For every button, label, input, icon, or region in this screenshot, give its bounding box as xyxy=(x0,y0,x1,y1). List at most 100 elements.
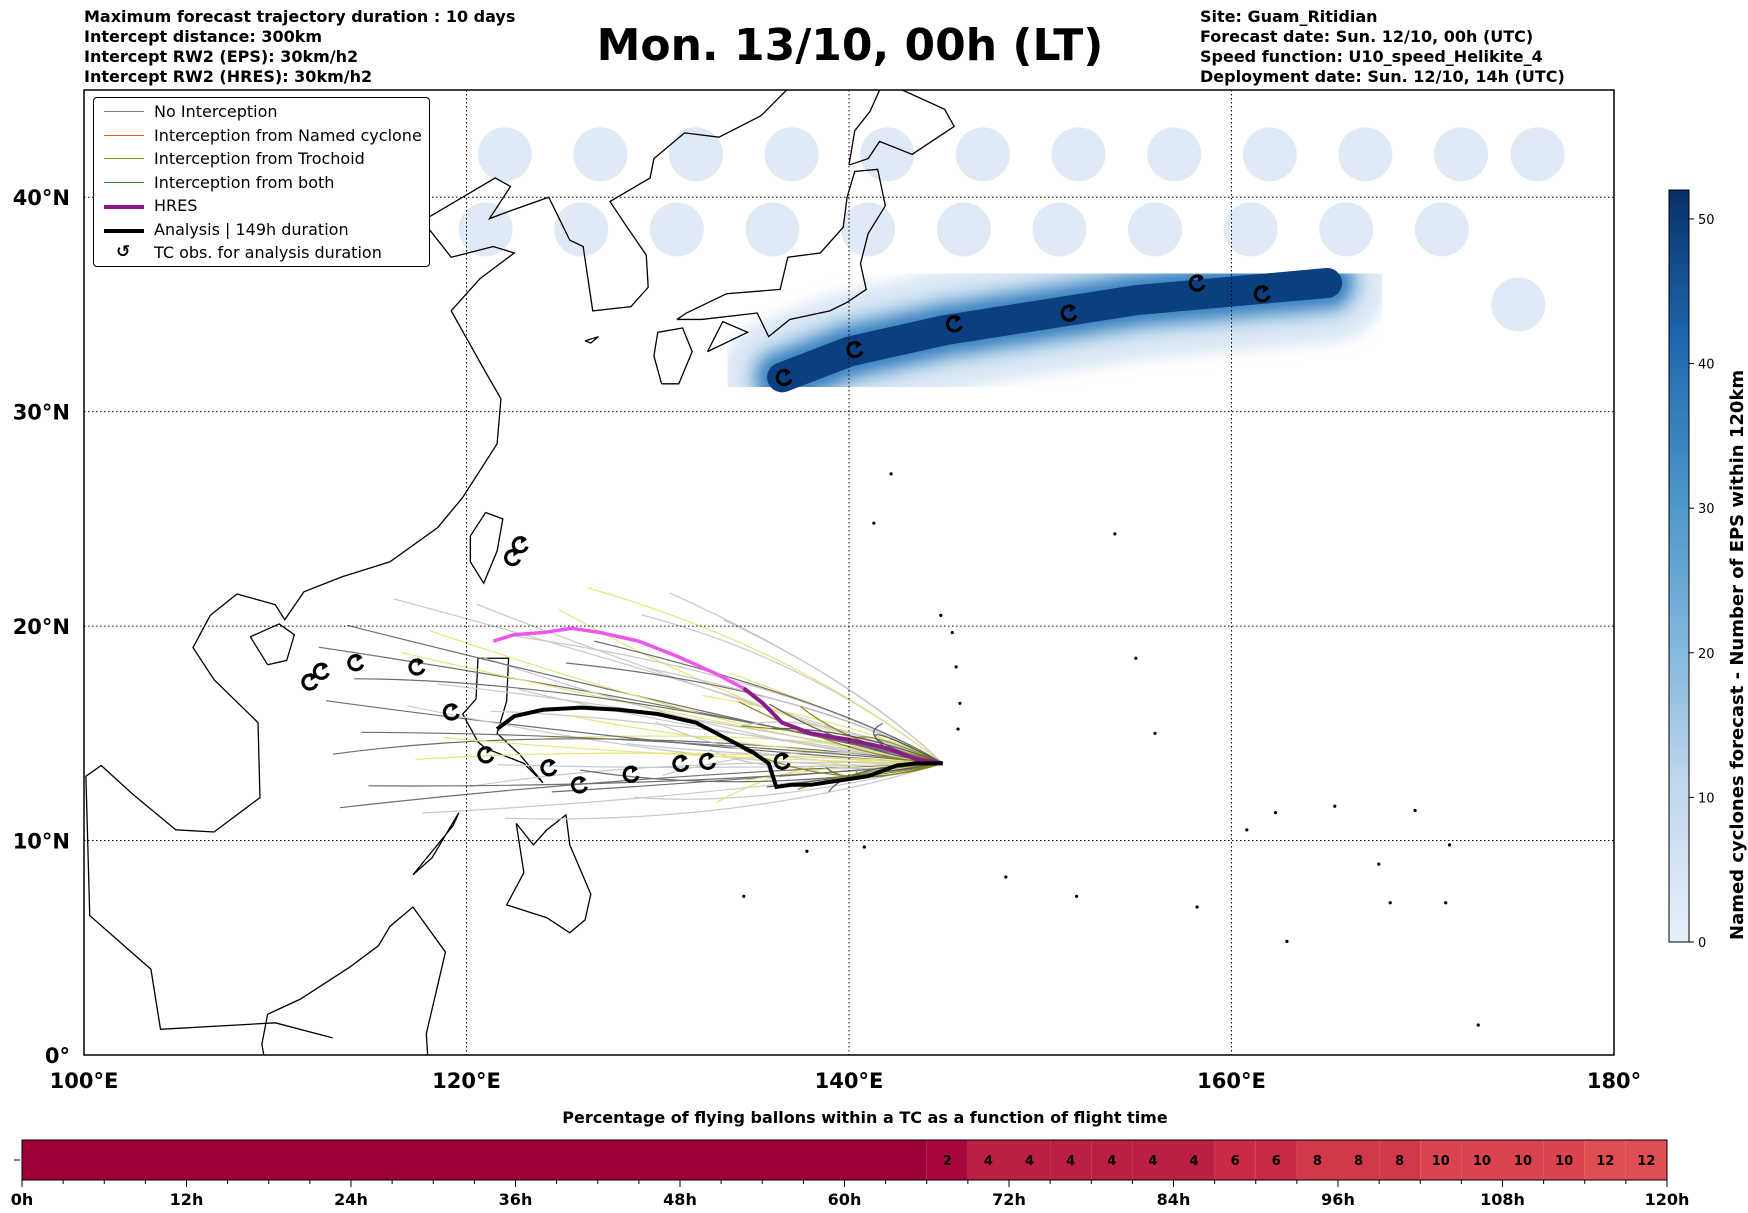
tc-obs-arc xyxy=(1060,304,1078,322)
timeline-segment xyxy=(1420,1140,1462,1180)
timeline-segment xyxy=(1502,1140,1544,1180)
tc-obs-arrow xyxy=(310,672,317,681)
tc-obs-icon xyxy=(1253,284,1271,303)
colorbar-label: Named cyclones forecast - Number of EPS … xyxy=(1727,369,1748,940)
small-island xyxy=(1476,1023,1480,1027)
ensemble-trajectory xyxy=(594,640,944,764)
chart-title: Mon. 13/10, 00h (LT) xyxy=(596,20,1104,71)
timeline-segment-label: 6 xyxy=(1231,1154,1240,1169)
colorbar xyxy=(1668,189,1690,943)
timeline-time-label: 120h xyxy=(1645,1190,1690,1209)
tc-obs-arc xyxy=(672,754,690,773)
coastline-island xyxy=(412,812,460,876)
timeline-segment xyxy=(1255,1140,1297,1180)
tc-obs-arc xyxy=(312,662,330,680)
timeline-segment-label: 2 xyxy=(943,1154,952,1169)
tc-obs-icon xyxy=(1060,304,1078,322)
small-island xyxy=(805,849,809,853)
tc-obs-arc xyxy=(846,341,864,359)
tc-obs-arc xyxy=(945,315,963,333)
legend-label: Interception from both xyxy=(154,172,335,192)
tc-obs-arc xyxy=(775,368,793,387)
tc-obs-arrow xyxy=(1069,304,1076,313)
tc-obs-icon xyxy=(773,752,791,770)
legend-label: Interception from Named cyclone xyxy=(154,125,422,145)
tc-obs-arrow xyxy=(356,653,363,662)
small-island xyxy=(1245,828,1249,832)
lat-tick-label: 30°N xyxy=(13,401,70,425)
ensemble-trajectory xyxy=(737,721,943,764)
lon-tick-label: 120°E xyxy=(432,1069,501,1093)
map-frame xyxy=(83,89,1615,1056)
small-island xyxy=(1113,532,1117,536)
legend-item: ↺ TC obs. for analysis duration xyxy=(102,242,432,264)
timeline-segment-label: 8 xyxy=(1395,1154,1404,1169)
small-island xyxy=(1195,905,1199,909)
tc-obs-arrow xyxy=(955,314,962,323)
timeline-segment-label: 4 xyxy=(1025,1154,1034,1169)
tc-obs-icon xyxy=(442,702,460,721)
small-island xyxy=(1273,811,1278,815)
tc-obs-icon xyxy=(1188,274,1206,292)
small-island xyxy=(1444,901,1448,905)
ensemble-bubble xyxy=(936,202,991,257)
tc-obs-arrow xyxy=(549,758,556,767)
colorbar-tick-label: 20 xyxy=(1698,647,1715,662)
colorbar-tick-label: 40 xyxy=(1698,358,1715,373)
timeline-segment-label: 4 xyxy=(1107,1154,1116,1169)
cyclone-icon: ↺ xyxy=(116,242,131,262)
timeline-segment xyxy=(1173,1140,1215,1180)
legend-item: Interception from Named cyclone xyxy=(102,125,432,147)
tc-obs-arc xyxy=(1188,274,1206,292)
small-island xyxy=(1153,731,1157,735)
lon-tick-label: 100°E xyxy=(50,1069,119,1093)
timeline-segment xyxy=(1050,1140,1092,1180)
tc-obs-icon xyxy=(945,314,963,333)
legend-swatch xyxy=(104,181,144,183)
small-island xyxy=(862,845,866,849)
analysis-track xyxy=(495,705,943,790)
legend-item: Interception from Trochoid xyxy=(102,148,432,170)
header-left-line: Maximum forecast trajectory duration : 1… xyxy=(84,7,516,26)
ensemble-trajectory xyxy=(429,630,943,764)
timeline-segment-label: 8 xyxy=(1313,1154,1322,1169)
coastline-island xyxy=(584,335,599,344)
tc-obs-icon xyxy=(408,657,426,676)
tc-obs-icon xyxy=(775,368,793,387)
colorbar-tick-label: 30 xyxy=(1698,502,1715,517)
ensemble-bubble xyxy=(477,127,532,182)
colorbar-tick-label: 50 xyxy=(1698,213,1715,228)
tc-obs-arrow xyxy=(1263,284,1270,293)
tc-obs-arrow xyxy=(855,340,862,349)
timeline-segment xyxy=(1296,1140,1338,1180)
legend-label: Interception from Trochoid xyxy=(154,149,365,168)
timeline-segment xyxy=(1461,1140,1503,1180)
ensemble-bubble xyxy=(1510,127,1565,182)
small-island xyxy=(1333,804,1337,808)
legend-label: TC obs. for analysis duration xyxy=(154,243,382,262)
ensemble-bubble xyxy=(554,202,609,257)
coastline-island xyxy=(706,320,750,353)
coastline-island xyxy=(653,327,693,385)
lat-tick-label: 40°N xyxy=(13,186,70,210)
tc-obs-arc xyxy=(699,752,717,770)
timeline-time-label: 60h xyxy=(828,1190,862,1209)
header-left-line: Intercept RW2 (HRES): 30km/h2 xyxy=(84,67,373,86)
small-island xyxy=(950,630,954,635)
ensemble-trajectory xyxy=(401,651,943,764)
header-right-line: Speed function: U10_speed_Helikite_4 xyxy=(1200,47,1543,66)
header-right-line: Deployment date: Sun. 12/10, 14h (UTC) xyxy=(1200,67,1565,86)
timeline-segment xyxy=(1379,1140,1421,1180)
tc-obs-arrow xyxy=(322,662,329,671)
ensemble-trajectory xyxy=(504,762,943,820)
tc-obs-arc xyxy=(773,752,791,770)
small-island xyxy=(1447,843,1452,847)
timeline-segment xyxy=(1584,1140,1626,1180)
header-left: Maximum forecast trajectory duration : 1… xyxy=(84,7,515,87)
small-island xyxy=(958,701,962,705)
tc-obs-arrow xyxy=(486,745,493,754)
timeline-segment xyxy=(1543,1140,1585,1180)
tc-obs-arc xyxy=(511,536,529,554)
lon-tick-label: 160°E xyxy=(1197,1069,1266,1093)
timeline-time-label: 96h xyxy=(1321,1190,1355,1209)
